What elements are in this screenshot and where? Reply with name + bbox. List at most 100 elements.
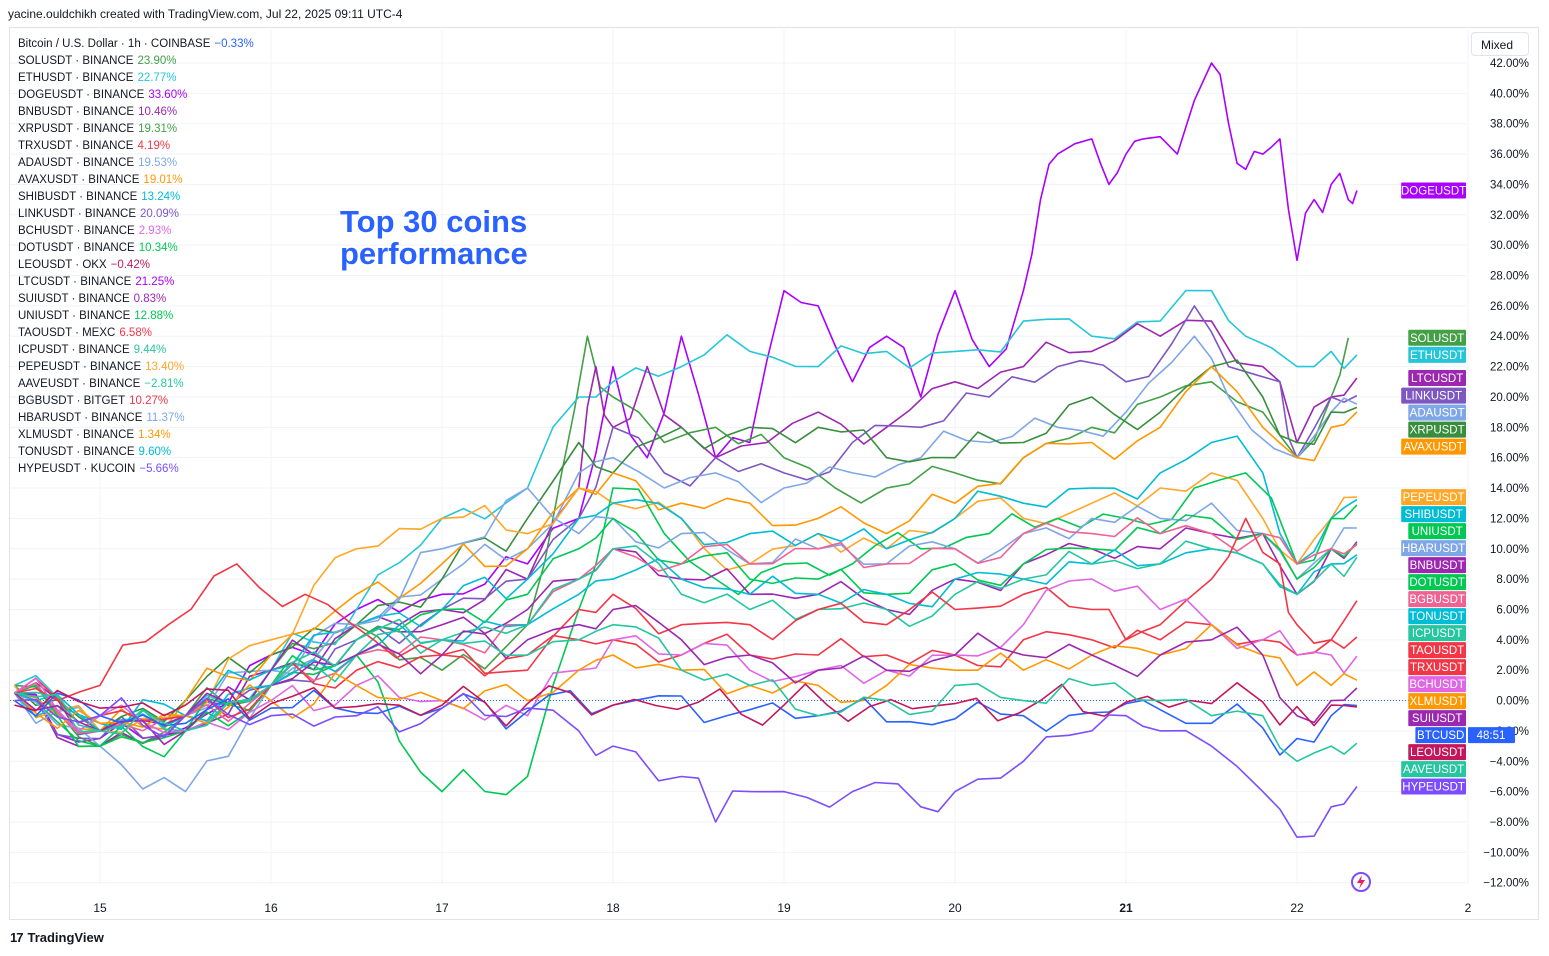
chart-annotation[interactable]: Top 30 coins performance (340, 206, 528, 270)
series-line-xrpusdt (13, 359, 1358, 732)
legend-row[interactable]: AVAXUSDT · BINANCE 19.01% (18, 172, 254, 189)
legend-change: 12.88% (134, 310, 174, 322)
legend-row[interactable]: ICPUSDT · BINANCE 9.44% (18, 342, 254, 359)
x-tick-label: 22 (1290, 901, 1304, 915)
legend-symbol: ICPUSDT · BINANCE (18, 344, 130, 356)
price-tag-label: LEOUSDT (1410, 747, 1464, 759)
x-tick-label: 2 (1465, 901, 1472, 915)
price-tag (1408, 676, 1466, 693)
legend-row[interactable]: PEPEUSDT · BINANCE 13.40% (18, 359, 254, 376)
legend-symbol: ETHUSDT · BINANCE (18, 72, 134, 84)
y-axis: 42.00% 40.00% 38.00% 36.00% 34.00% 32.00% 30.0… (1483, 58, 1529, 890)
legend-row[interactable]: DOTUSDT · BINANCE 10.34% (18, 240, 254, 257)
legend-row[interactable]: LTCUSDT · BINANCE 21.25% (18, 274, 254, 291)
series-line-hbarusdt (14, 487, 1357, 793)
y-tick-label: 28.00% (1490, 271, 1529, 283)
legend-symbol: PEPEUSDT · BINANCE (18, 361, 142, 373)
flash-icon[interactable] (1349, 870, 1373, 894)
legend-symbol: BCHUSDT · BINANCE (18, 225, 135, 237)
legend-row[interactable]: SOLUSDT · BINANCE 23.90% (18, 53, 254, 70)
legend-row[interactable]: ADAUSDT · BINANCE 19.53% (18, 155, 254, 172)
legend-row[interactable]: XLMUSDT · BINANCE 1.34% (18, 427, 254, 444)
legend-row[interactable]: HBARUSDT · BINANCE 11.37% (18, 410, 254, 427)
price-tag (1408, 659, 1466, 676)
series-line-tonusdt (14, 548, 1358, 731)
legend-row[interactable]: DOGEUSDT · BINANCE 33.60% (18, 87, 254, 104)
price-tag-label: PEPEUSDT (1403, 492, 1465, 504)
series-line-btcusd (14, 689, 1357, 756)
legend-row[interactable]: SHIBUSDT · BINANCE 13.24% (18, 189, 254, 206)
price-tag-label: ICPUSDT (1412, 628, 1462, 640)
legend-row[interactable]: XRPUSDT · BINANCE 19.31% (18, 121, 254, 138)
series-line-avaxusdt (14, 365, 1358, 732)
tradingview-logo-icon: 17 (10, 930, 24, 945)
legend-row[interactable]: LEOUSDT · OKX −0.42% (18, 257, 254, 274)
price-tag (1401, 506, 1466, 523)
y-tick-label: 36.00% (1490, 149, 1529, 161)
y-tick-label: 10.00% (1490, 544, 1529, 556)
legend-row[interactable]: TAOUSDT · MEXC 6.58% (18, 325, 254, 342)
legend-row[interactable]: AAVEUSDT · BINANCE −2.81% (18, 376, 254, 393)
price-tag-label: XLMUSDT (1410, 696, 1465, 708)
price-tag-label: BGBUSDT (1409, 594, 1465, 606)
btc-countdown-tag (1468, 727, 1515, 744)
legend-row[interactable]: BCHUSDT · BINANCE 2.93% (18, 223, 254, 240)
legend-row[interactable]: TONUSDT · BINANCE 9.60% (18, 444, 254, 461)
price-tag (1408, 693, 1466, 710)
legend-change: 22.77% (137, 72, 177, 84)
legend-row[interactable]: HYPEUSDT · KUCOIN −5.66% (18, 461, 254, 478)
legend-symbol: AVAXUSDT · BINANCE (18, 174, 140, 186)
price-tag (1408, 710, 1466, 727)
price-tag-label: BNBUSDT (1410, 560, 1465, 572)
legend-row[interactable]: LINKUSDT · BINANCE 20.09% (18, 206, 254, 223)
grid (10, 30, 1469, 884)
legend-change: 11.37% (146, 412, 185, 424)
y-tick-label: −6.00% (1490, 787, 1529, 799)
price-tag-label: BCHUSDT (1409, 679, 1465, 691)
price-tag (1401, 182, 1466, 199)
legend-change: 1.34% (138, 429, 171, 441)
price-tag-label: HYPEUSDT (1402, 781, 1465, 793)
legend-symbol: BGBUSDT · BITGET (18, 395, 126, 407)
price-tag (1408, 404, 1466, 421)
legend-symbol: XLMUSDT · BINANCE (18, 429, 135, 441)
legend-row[interactable]: TRXUSDT · BINANCE 4.19% (18, 138, 254, 155)
legend-symbol: SOLUSDT · BINANCE (18, 55, 134, 67)
price-tag (1401, 489, 1466, 506)
legend-change: 10.27% (129, 395, 169, 407)
price-tag (1408, 591, 1466, 608)
price-tag-label: LINKUSDT (1405, 391, 1462, 403)
legend-row[interactable]: BGBUSDT · BITGET 10.27% (18, 393, 254, 410)
y-tick-label: 38.00% (1490, 119, 1529, 131)
price-tag (1415, 727, 1466, 744)
legend-symbol: TONUSDT · BINANCE (18, 446, 135, 458)
legend-row[interactable]: Bitcoin / U.S. Dollar · 1h · COINBASE −0.… (18, 36, 254, 53)
price-tag (1408, 369, 1466, 386)
price-tag-label: HBARUSDT (1402, 543, 1465, 555)
legend-row[interactable]: UNIUSDT · BINANCE 12.88% (18, 308, 254, 325)
legend-symbol: XRPUSDT · BINANCE (18, 123, 135, 135)
price-tag-label: DOTUSDT (1409, 577, 1465, 589)
legend-symbol: TRXUSDT · BINANCE (18, 140, 134, 152)
x-tick-label: 15 (93, 901, 107, 915)
price-tag-label: TAOUSDT (1410, 645, 1464, 657)
series-line-dogeusdt (14, 62, 1358, 743)
legend-row[interactable]: BNBUSDT · BINANCE 10.46% (18, 104, 254, 121)
price-tag (1408, 329, 1466, 346)
legend-symbol: TAOUSDT · MEXC (18, 327, 116, 339)
legend-row[interactable]: ETHUSDT · BINANCE 22.77% (18, 70, 254, 87)
price-tag-label: BTCUSD (1417, 730, 1464, 742)
price-tag-label: ADAUSDT (1410, 408, 1465, 420)
scale-mode-button[interactable]: Mixed (1471, 32, 1529, 56)
price-tag-label: ETHUSDT (1410, 350, 1464, 362)
legend-change: 19.01% (143, 174, 183, 186)
y-tick-label: 6.00% (1496, 604, 1529, 616)
y-tick-label: 30.00% (1490, 240, 1529, 252)
footer-brand[interactable]: 17 TradingView (10, 930, 104, 945)
y-tick-label: 40.00% (1490, 88, 1529, 100)
legend-row[interactable]: SUIUSDT · BINANCE 0.83% (18, 291, 254, 308)
legend-change: 10.34% (138, 242, 178, 254)
price-tag (1408, 421, 1466, 438)
legend-change: −5.66% (139, 463, 179, 475)
